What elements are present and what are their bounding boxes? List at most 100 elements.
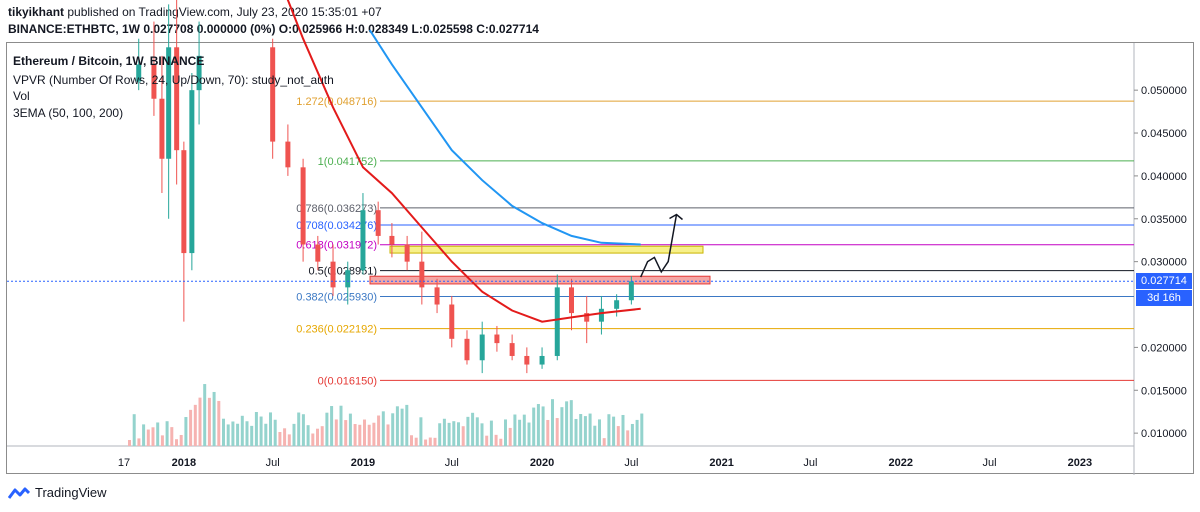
x-tick-label: 2020: [530, 457, 554, 469]
volume-bar: [560, 407, 564, 446]
projection-path: [640, 214, 678, 278]
volume-bar: [588, 413, 592, 446]
x-tick-label: 17: [118, 457, 130, 469]
y-tick-label: 0.010000: [1141, 428, 1187, 440]
candle-body: [300, 167, 306, 245]
volume-bar: [522, 414, 526, 446]
volume-bar: [207, 397, 211, 446]
volume-bar: [602, 438, 606, 446]
volume-bar: [226, 424, 230, 446]
countdown-label: 3d 16h: [1136, 290, 1192, 307]
volume-bar: [292, 423, 296, 446]
volume-bar: [598, 419, 601, 446]
candle-body: [628, 281, 634, 301]
volume-bar: [527, 422, 531, 446]
volume-bar: [579, 414, 583, 446]
candle-body: [270, 47, 276, 142]
legend-ema[interactable]: 3EMA (50, 100, 200): [13, 106, 124, 120]
candle-body: [494, 334, 500, 344]
candle-body: [584, 313, 590, 322]
volume-bar: [128, 440, 131, 446]
volume-bar: [372, 422, 376, 446]
last-price-label: 0.027714: [1136, 273, 1192, 290]
candle-body: [554, 287, 560, 356]
volume-bar: [236, 423, 240, 446]
chart-frame: [6, 42, 1194, 474]
candle-body: [598, 308, 604, 322]
candle-body: [539, 355, 545, 365]
volume-bar: [442, 418, 446, 446]
volume-bar: [508, 427, 512, 446]
volume-bar: [301, 414, 305, 446]
candle-body: [166, 47, 172, 159]
supply-zone: [389, 245, 704, 254]
volume-bar: [461, 426, 465, 446]
fib-level-label: 0.786(0.036273): [296, 203, 377, 215]
volume-bar: [518, 419, 522, 446]
fib-level-label: 0.5(0.028951): [309, 266, 378, 278]
volume-bar: [348, 413, 352, 446]
volume-bar: [320, 426, 324, 446]
volume-bar: [330, 406, 334, 446]
x-tick-label: Jul: [624, 457, 638, 469]
x-tick-label: 2019: [351, 457, 375, 469]
volume-bar: [137, 438, 141, 446]
fib-level-label: 1.272(0.048716): [296, 96, 377, 108]
volume-bar: [179, 434, 183, 446]
volume-bar: [626, 430, 630, 446]
volume-bar: [231, 421, 235, 446]
volume-bar: [367, 424, 371, 446]
volume-bar: [165, 421, 169, 446]
candle-body: [345, 270, 351, 288]
tradingview-logo-icon[interactable]: [8, 486, 30, 500]
candle-body: [360, 210, 366, 271]
footer-brand[interactable]: TradingView: [35, 485, 107, 500]
volume-bar: [504, 419, 507, 446]
volume-bar: [414, 437, 418, 446]
volume-bar: [287, 434, 291, 446]
volume-bar: [264, 423, 268, 446]
legend-volume[interactable]: Vol: [13, 89, 30, 103]
volume-bar: [424, 439, 428, 446]
volume-bar: [555, 418, 559, 446]
volume-bar: [630, 423, 634, 446]
volume-bar: [475, 417, 479, 446]
volume-bar: [466, 416, 470, 446]
legend-symbol-title[interactable]: Ethereum / Bitcoin, 1W, BINANCE: [13, 54, 205, 68]
volume-bar: [612, 416, 616, 446]
candle-body: [136, 64, 142, 82]
y-tick-label: 0.020000: [1141, 342, 1187, 354]
volume-bar: [297, 412, 301, 446]
volume-bar: [278, 432, 282, 446]
legend-vpvr[interactable]: VPVR (Number Of Rows, 24, Up/Down, 70): …: [13, 73, 334, 87]
volume-bar: [541, 406, 545, 446]
volume-bar: [381, 411, 385, 446]
volume-bar: [146, 429, 150, 446]
volume-bar: [569, 400, 573, 446]
x-tick-label: 2018: [172, 457, 196, 469]
volume-bar: [203, 384, 207, 446]
volume-bar: [334, 419, 338, 446]
author-name[interactable]: tikyikhant: [8, 5, 65, 19]
y-tick-label: 0.050000: [1141, 85, 1187, 97]
volume-bar: [184, 417, 188, 446]
volume-bar: [311, 433, 315, 446]
volume-bars: [128, 384, 644, 446]
volume-bar: [485, 435, 489, 446]
volume-bar: [358, 424, 362, 446]
volume-bar: [607, 414, 611, 446]
volume-bar: [259, 416, 263, 446]
publish-text: published on TradingView.com, July 23, 2…: [67, 5, 382, 19]
ema-100-line: [368, 29, 641, 246]
candle-body: [614, 300, 620, 309]
volume-bar: [189, 409, 193, 446]
volume-bar: [344, 420, 348, 446]
candle-body: [285, 141, 291, 168]
volume-bar: [273, 419, 277, 446]
volume-bar: [405, 404, 409, 446]
volume-bar: [428, 437, 432, 446]
candle-body: [196, 55, 202, 91]
projection-arrowhead: [669, 213, 683, 221]
volume-bar: [593, 425, 597, 446]
